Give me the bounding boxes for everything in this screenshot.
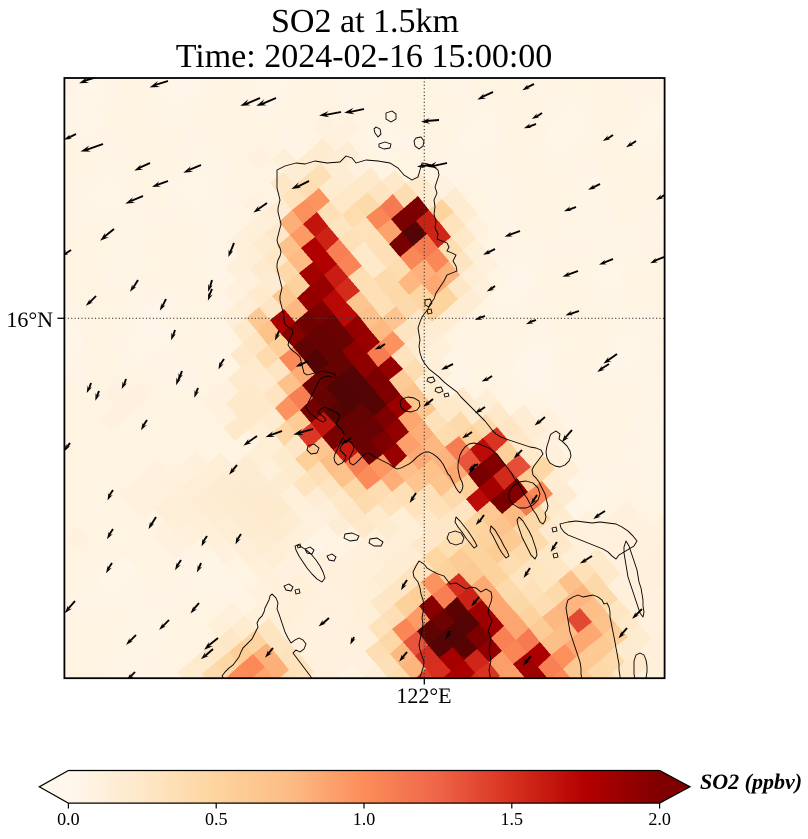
svg-text:SO2 at 1.5km: SO2 at 1.5km xyxy=(271,3,459,40)
svg-text:1.0: 1.0 xyxy=(353,809,376,829)
svg-text:0.0: 0.0 xyxy=(57,809,80,829)
svg-text:16°N: 16°N xyxy=(6,307,53,332)
svg-text:2.0: 2.0 xyxy=(648,809,671,829)
svg-text:SO2 (ppbv): SO2 (ppbv) xyxy=(700,769,802,794)
svg-text:Time: 2024-02-16 15:00:00: Time: 2024-02-16 15:00:00 xyxy=(176,38,553,75)
svg-text:122°E: 122°E xyxy=(396,683,451,708)
svg-text:0.5: 0.5 xyxy=(205,809,228,829)
svg-text:1.5: 1.5 xyxy=(501,809,524,829)
